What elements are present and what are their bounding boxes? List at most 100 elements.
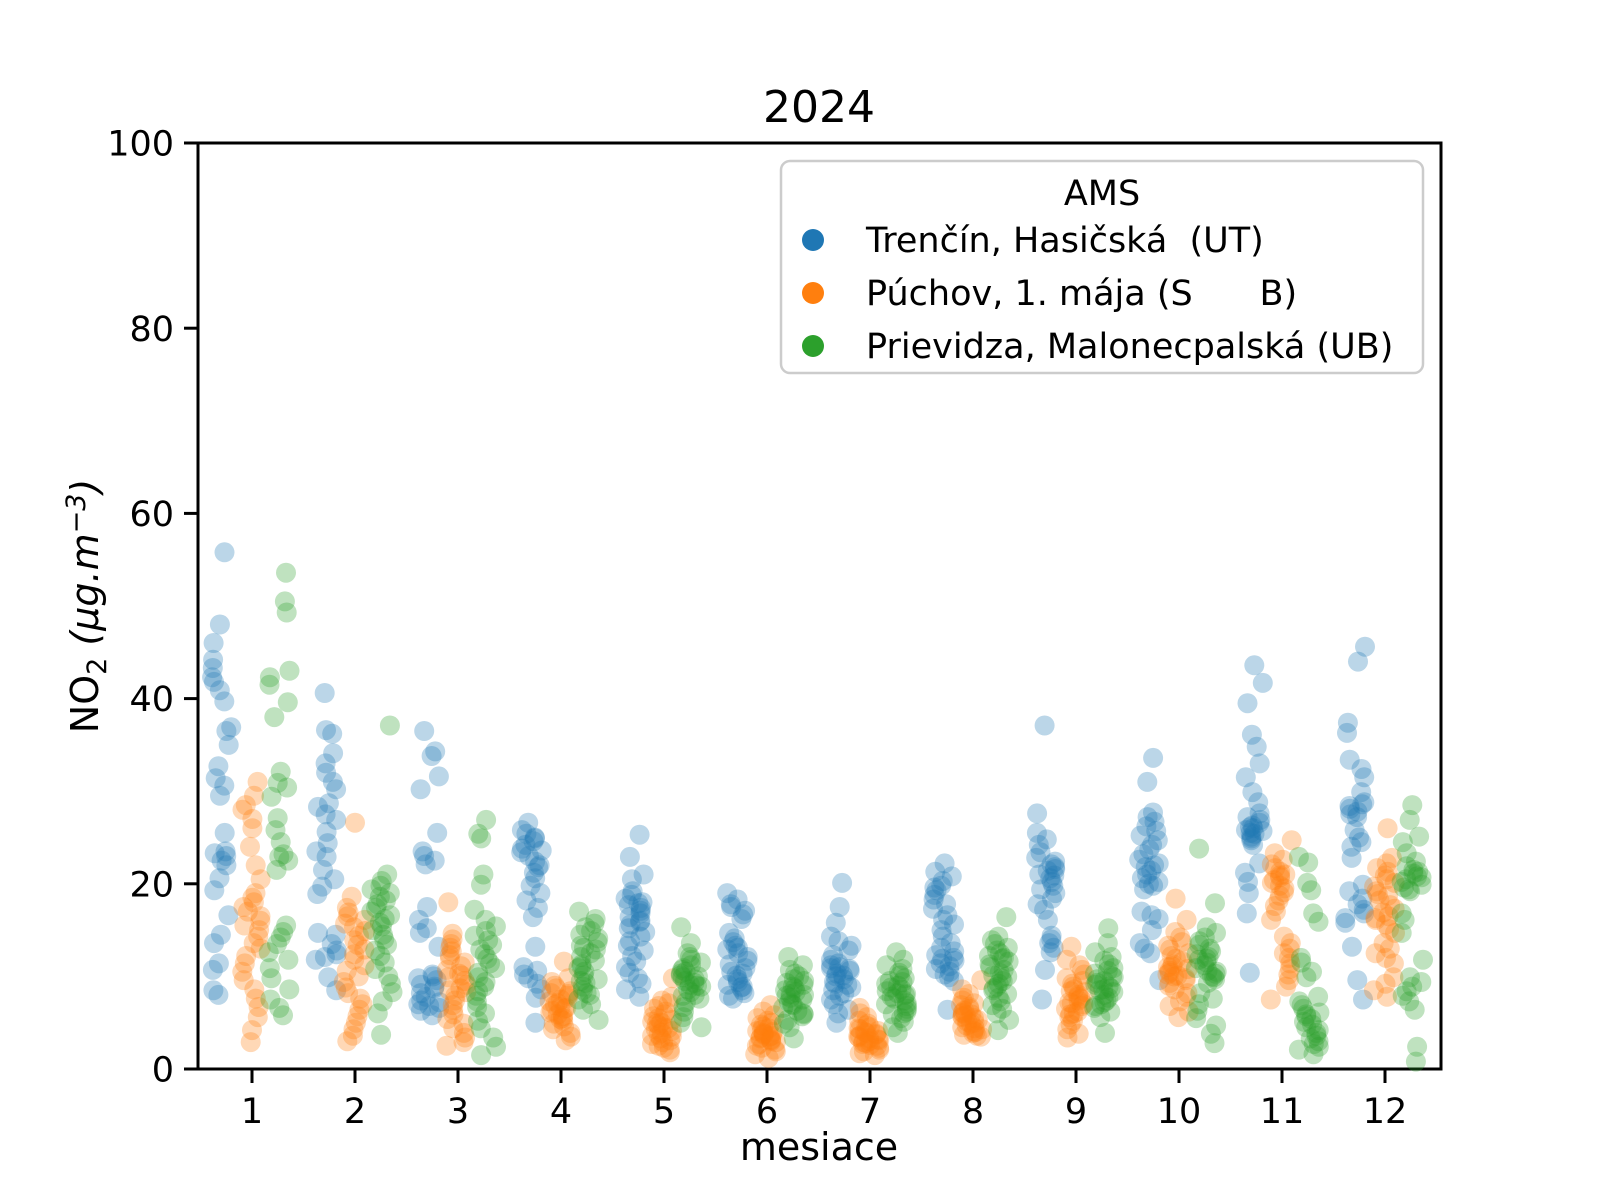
scatter-point — [1137, 771, 1158, 792]
scatter-point — [1036, 829, 1057, 850]
scatter-point — [250, 910, 271, 931]
scatter-point — [773, 997, 794, 1018]
scatter-point — [1270, 875, 1290, 896]
scatter-point — [276, 562, 296, 583]
scatter-point — [757, 1010, 778, 1031]
scatter-point — [571, 954, 592, 975]
scatter-point — [758, 1047, 779, 1068]
chart-title: 2024 — [763, 82, 875, 133]
scatter-point — [468, 962, 489, 983]
scatter-point — [1268, 890, 1289, 911]
scatter-point — [1087, 972, 1107, 993]
scatter-point — [943, 971, 964, 991]
scatter-point — [673, 958, 694, 979]
scatter-point — [408, 968, 429, 989]
scatter-point — [1377, 986, 1397, 1007]
scatter-point — [1274, 878, 1295, 899]
scatter-point — [728, 972, 748, 992]
scatter-point — [642, 1025, 663, 1046]
scatter-point — [785, 963, 806, 984]
scatter-point — [764, 1005, 785, 1026]
scatter-point — [408, 994, 429, 1015]
y-tick-label: 0 — [152, 1051, 174, 1091]
scatter-point — [1061, 993, 1082, 1014]
scatter-point — [380, 973, 401, 994]
scatter-point — [1041, 925, 1062, 946]
scatter-point — [442, 929, 463, 950]
scatter-point — [633, 940, 654, 961]
scatter-point — [443, 1004, 464, 1025]
scatter-point — [1236, 820, 1256, 841]
scatter-point — [1239, 962, 1260, 983]
scatter-point — [1199, 938, 1220, 959]
scatter-point — [780, 987, 801, 1008]
x-tick-label: 10 — [1157, 1092, 1202, 1132]
scatter-point — [747, 1021, 768, 1041]
scatter-point — [985, 934, 1005, 954]
scatter-point — [1308, 986, 1329, 1007]
scatter-point — [265, 820, 286, 841]
scatter-point — [670, 963, 691, 984]
scatter-point — [648, 996, 669, 1016]
scatter-point — [571, 947, 591, 967]
scatter-point — [466, 985, 487, 1006]
scatter-point — [1141, 860, 1162, 881]
scatter-point — [1403, 863, 1424, 884]
scatter-point — [1353, 899, 1374, 920]
scatter-point — [1347, 807, 1368, 828]
scatter-point — [464, 925, 485, 946]
scatter-point — [312, 876, 333, 897]
scatter-point — [1308, 1036, 1329, 1057]
scatter-point — [787, 1000, 808, 1021]
y-label-unit: µg.m — [63, 533, 107, 631]
scatter-point — [672, 967, 693, 988]
scatter-point — [1034, 899, 1055, 920]
scatter-point — [347, 934, 368, 955]
scatter-point — [1134, 879, 1155, 900]
scatter-point — [221, 717, 242, 738]
scatter-point — [1148, 853, 1169, 874]
scatter-point — [735, 900, 756, 921]
scatter-point — [853, 1041, 874, 1062]
scatter-point — [760, 1030, 781, 1051]
scatter-point — [1273, 926, 1294, 947]
y-tick-label: 40 — [129, 680, 174, 720]
scatter-point — [1164, 966, 1184, 987]
scatter-point — [424, 976, 445, 997]
scatter-point — [349, 999, 370, 1020]
scatter-point — [856, 1022, 877, 1043]
scatter-point — [245, 883, 266, 904]
scatter-point — [853, 1034, 873, 1054]
scatter-point — [202, 667, 223, 688]
scatter-point — [575, 972, 596, 993]
scatter-point — [512, 838, 532, 859]
scatter-point — [1165, 948, 1186, 969]
scatter-point — [1085, 963, 1105, 984]
scatter-point — [326, 940, 347, 961]
scatter-point — [1090, 1007, 1111, 1028]
scatter-point — [568, 958, 589, 979]
scatter-point — [837, 974, 858, 995]
scatter-point — [1162, 956, 1183, 977]
scatter-point — [748, 1034, 769, 1054]
scatter-point — [1129, 849, 1150, 870]
scatter-point — [1129, 933, 1150, 954]
scatter-point — [1308, 1031, 1329, 1052]
scatter-point — [673, 1007, 694, 1028]
scatter-point — [347, 1006, 368, 1027]
scatter-point — [1400, 967, 1420, 988]
scatter-point — [944, 950, 965, 971]
scatter-point — [1205, 969, 1226, 990]
scatter-point — [1265, 858, 1286, 879]
scatter-point — [1095, 1022, 1115, 1043]
scatter-point — [1261, 909, 1282, 930]
scatter-point — [1238, 883, 1259, 904]
scatter-point — [1352, 874, 1373, 895]
scatter-point — [531, 840, 552, 861]
scatter-point — [464, 899, 485, 920]
scatter-point — [243, 933, 264, 954]
scatter-point — [953, 987, 974, 1008]
scatter-point — [543, 1013, 564, 1034]
scatter-point — [1309, 1002, 1330, 1023]
scatter-point — [250, 906, 271, 927]
